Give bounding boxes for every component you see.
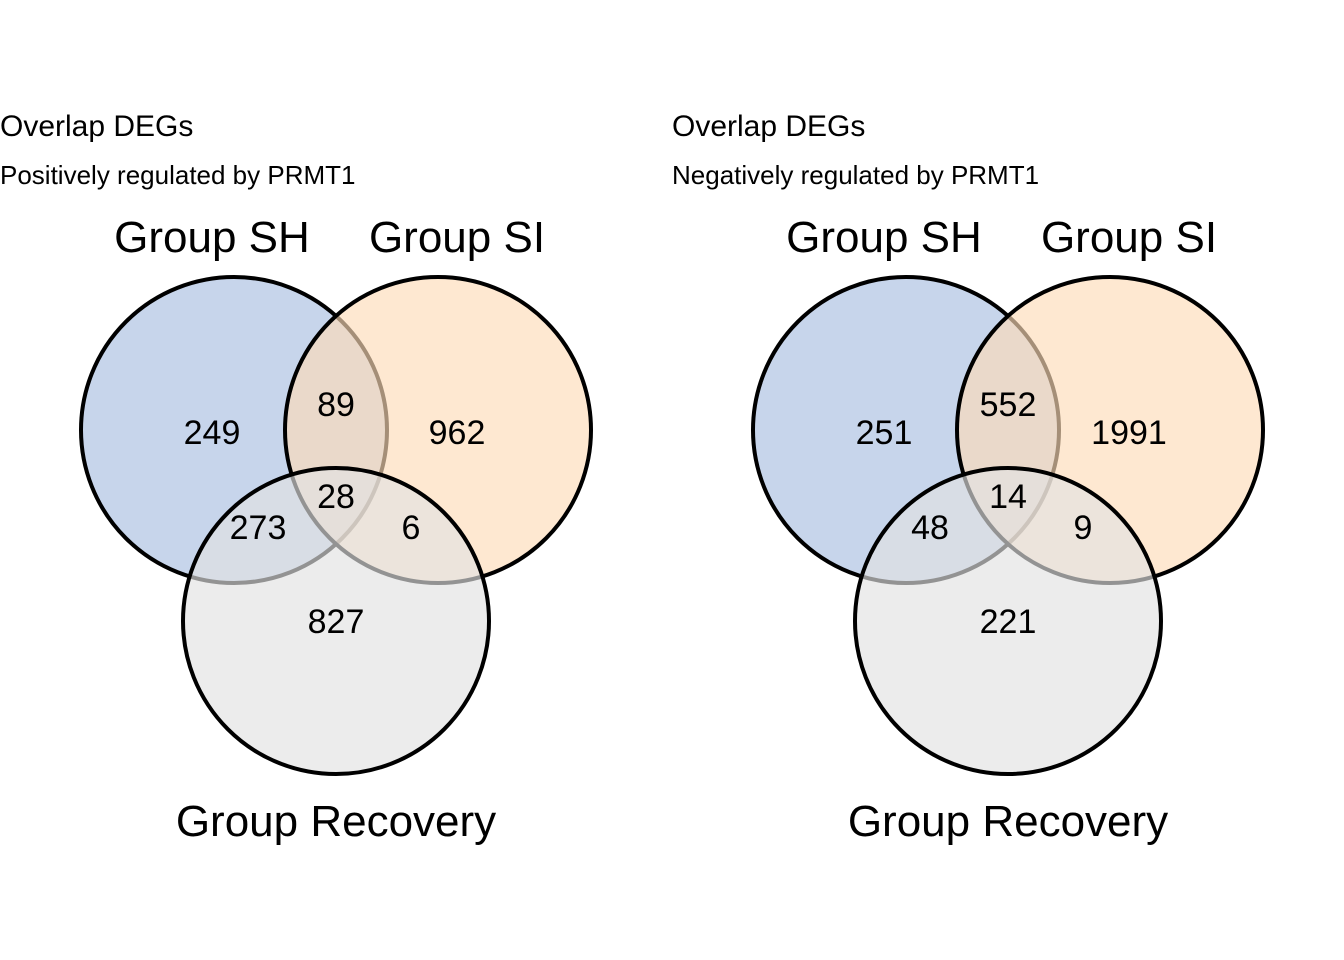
set-label-si: Group SI xyxy=(1041,213,1217,262)
panel-title: Overlap DEGs xyxy=(0,110,194,143)
venn-diagram: Group SH Group SI Group Recovery 251 199… xyxy=(751,213,1265,846)
venn-diagram: Group SH Group SI Group Recovery 249 962… xyxy=(79,213,593,846)
count-si-only: 1991 xyxy=(1091,414,1167,452)
count-sh-si: 552 xyxy=(980,386,1037,424)
count-recovery-only: 221 xyxy=(980,603,1037,641)
set-label-si: Group SI xyxy=(369,213,545,262)
panel-title: Overlap DEGs xyxy=(672,110,866,143)
venn-panel-negative: Overlap DEGs Negatively regulated by PRM… xyxy=(672,0,1344,960)
panel-subtitle: Positively regulated by PRMT1 xyxy=(0,160,356,190)
count-sh-only: 251 xyxy=(856,414,913,452)
count-all: 28 xyxy=(317,478,355,516)
count-si-recovery: 9 xyxy=(1074,509,1093,547)
count-sh-recovery: 273 xyxy=(230,509,287,547)
count-si-recovery: 6 xyxy=(402,509,421,547)
set-circle-recovery xyxy=(181,466,491,776)
count-recovery-only: 827 xyxy=(308,603,365,641)
count-si-only: 962 xyxy=(429,414,486,452)
set-circle-recovery xyxy=(853,466,1163,776)
set-label-recovery: Group Recovery xyxy=(848,797,1168,846)
set-label-sh: Group SH xyxy=(114,213,310,262)
count-sh-si: 89 xyxy=(317,386,355,424)
count-sh-recovery: 48 xyxy=(911,509,949,547)
count-sh-only: 249 xyxy=(184,414,241,452)
count-all: 14 xyxy=(989,478,1027,516)
venn-panel-positive: Overlap DEGs Positively regulated by PRM… xyxy=(0,110,593,846)
set-label-recovery: Group Recovery xyxy=(176,797,496,846)
set-label-sh: Group SH xyxy=(786,213,982,262)
panel-subtitle: Negatively regulated by PRMT1 xyxy=(672,160,1040,190)
